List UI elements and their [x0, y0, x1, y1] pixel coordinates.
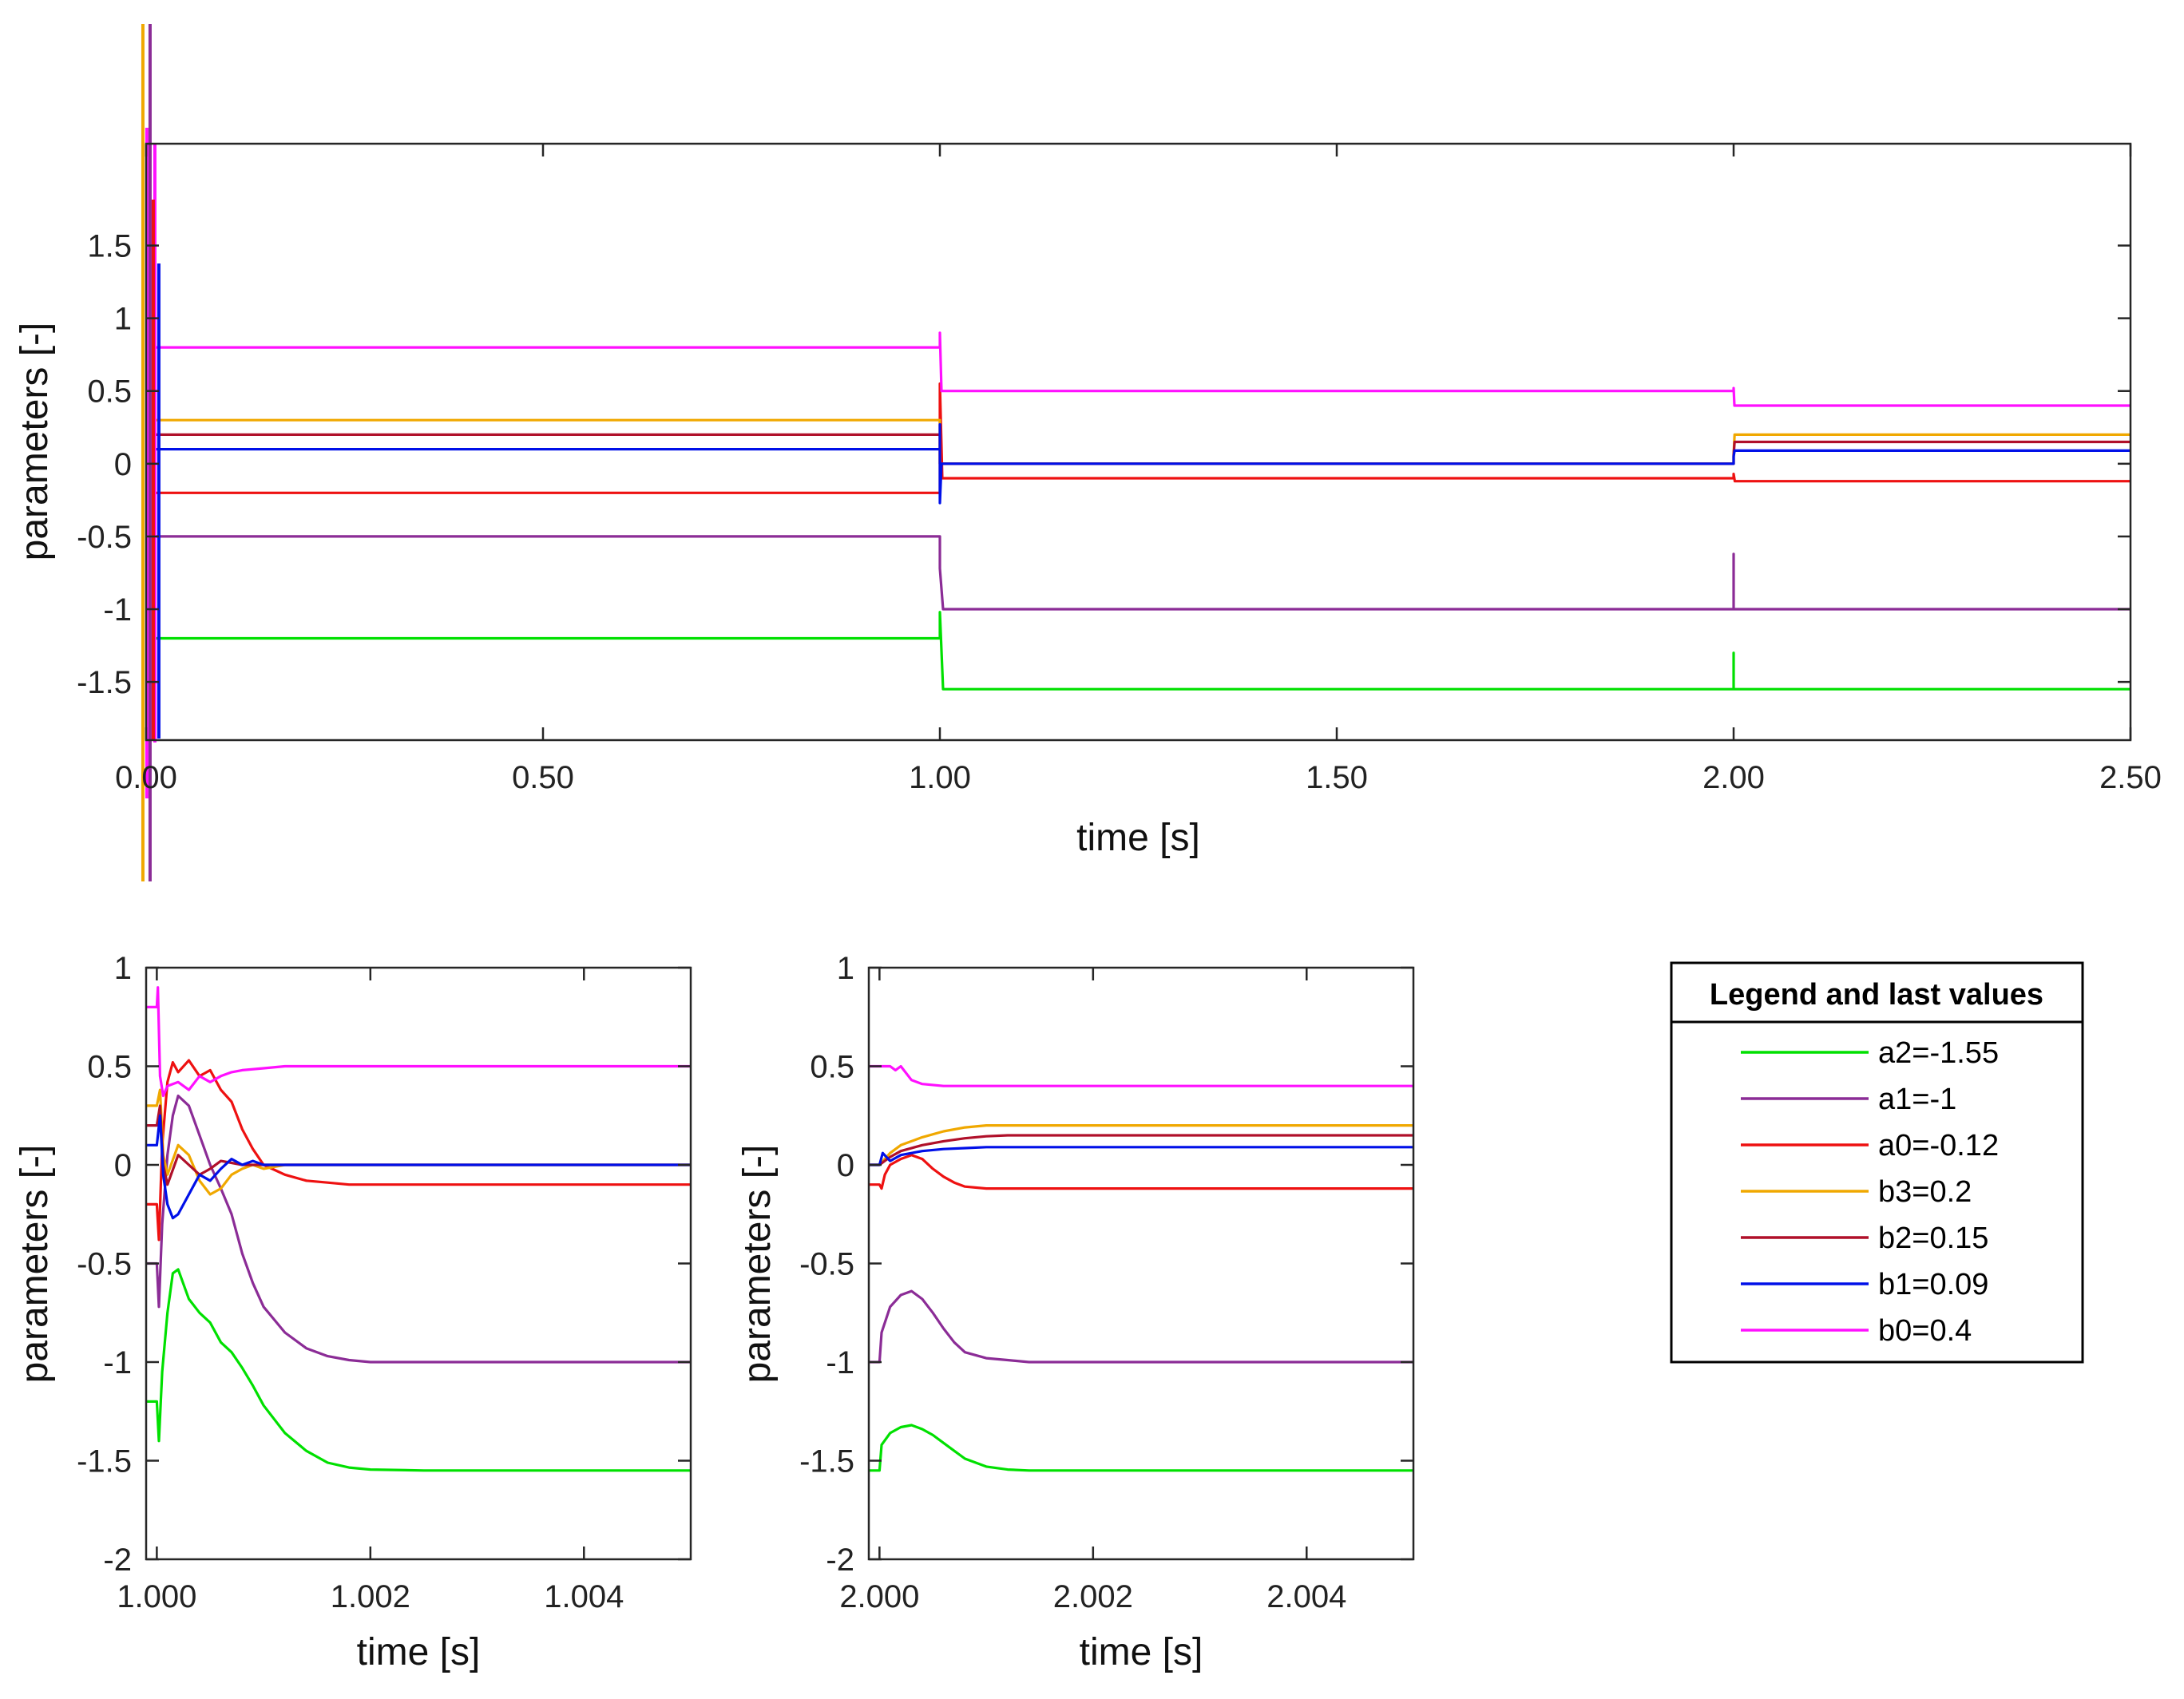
y-axis-label: parameters [-] — [736, 1145, 779, 1384]
series-line-b1 — [153, 422, 2130, 505]
series-line-a0 — [146, 1059, 691, 1242]
overview-chart: 0.00 0.50 1.00 1.50 2.00 2.50 -1.5 -1 -0.5 0 0.5 1 1… — [14, 24, 2162, 881]
legend-box: Legend and last values a2=-1.55 a1=-1 a0=-… — [1670, 961, 2084, 1364]
y-tick-label: -2 — [826, 1543, 854, 1578]
legend-title: Legend and last values — [1710, 978, 2043, 1012]
legend-entry-label: b3=0.2 — [1878, 1175, 1972, 1209]
y-tick-label: -1 — [826, 1345, 854, 1380]
series-line-a0 — [869, 1154, 1413, 1190]
y-tick-label: -1.5 — [77, 1444, 132, 1479]
legend-entry-label: a1=-1 — [1878, 1083, 1956, 1116]
x-tick-label: 1.004 — [544, 1579, 624, 1614]
x-tick-label: 1.50 — [1306, 760, 1368, 795]
x-axis-label: time [s] — [1076, 817, 1200, 859]
series-group — [153, 331, 2130, 691]
legend-entries: a2=-1.55 a1=-1 a0=-0.12 b3=0.2 b2=0.15 b1=0.0… — [1741, 1036, 1999, 1348]
series-group — [869, 1064, 1413, 1472]
series-line-a1 — [153, 535, 2130, 611]
legend-entry-label: b0=0.4 — [1878, 1314, 1972, 1348]
y-tick-label: 0 — [837, 1148, 854, 1183]
series-line-a1 — [869, 1289, 1413, 1364]
x-axis-label: time [s] — [1080, 1631, 1203, 1673]
series-group — [146, 986, 691, 1472]
y-tick-label: -0.5 — [799, 1247, 854, 1282]
series-line-b0 — [153, 331, 2130, 407]
legend-frame — [1670, 961, 2084, 1364]
y-tick-label: 1.5 — [87, 229, 132, 264]
y-tick-label: -1 — [103, 592, 132, 628]
x-tick-label: 2.00 — [1702, 760, 1765, 795]
y-tick-label: 1 — [114, 951, 132, 986]
y-axis-label: parameters [-] — [14, 323, 56, 561]
zoom-chart-switch-2: 2.000 2.002 2.004 -2 -1.5 -1 -0.5 0 0.5 1 time [s]… — [736, 951, 1415, 1673]
y-tick-label: 0.5 — [810, 1050, 854, 1085]
x-tick-label: 2.004 — [1266, 1579, 1346, 1614]
legend-entry-label: a2=-1.55 — [1878, 1036, 1999, 1070]
x-tick-label: 1.000 — [117, 1579, 196, 1614]
y-tick-label: -0.5 — [77, 520, 132, 555]
series-line-b1 — [146, 1114, 691, 1220]
x-axis-label: time [s] — [357, 1631, 481, 1673]
series-line-a2 — [153, 611, 2130, 691]
y-tick-label: -0.5 — [77, 1247, 132, 1282]
axes-frame — [145, 142, 2132, 742]
series-line-a2 — [146, 1268, 691, 1472]
plot-area — [869, 968, 1413, 1559]
y-tick-label: 0 — [114, 1148, 132, 1183]
zoom-chart-switch-1: 1.000 1.002 1.004 -2 -1.5 -1 -0.5 0 0.5 1 time [s]… — [14, 951, 692, 1673]
series-line-b3 — [869, 1123, 1413, 1166]
legend-entry-label: b2=0.15 — [1878, 1222, 1988, 1255]
x-tick-label: 2.002 — [1053, 1579, 1133, 1614]
y-axis-label: parameters [-] — [14, 1145, 56, 1384]
series-line-b0 — [869, 1064, 1413, 1087]
series-line-b1 — [869, 1146, 1413, 1166]
x-tick-label: 1.002 — [331, 1579, 410, 1614]
y-tick-label: -2 — [103, 1543, 132, 1578]
y-tick-label: 0.5 — [87, 374, 132, 410]
x-tick-label: 1.00 — [909, 760, 971, 795]
legend-entry-label: a0=-0.12 — [1878, 1129, 1999, 1162]
x-tick-label: 0.00 — [115, 760, 177, 795]
series-line-a2 — [869, 1424, 1413, 1472]
series-line-b0 — [146, 986, 691, 1098]
y-tick-label: 1 — [837, 951, 854, 986]
y-tick-label: 0 — [114, 447, 132, 482]
y-tick-label: 1 — [114, 302, 132, 337]
y-tick-label: 0.5 — [87, 1050, 132, 1085]
series-line-b2 — [869, 1134, 1413, 1166]
x-tick-label: 2.50 — [2099, 760, 2162, 795]
y-tick-label: -1.5 — [799, 1444, 854, 1479]
x-tick-label: 2.000 — [839, 1579, 919, 1614]
x-tick-label: 0.50 — [512, 760, 574, 795]
legend-entry-label: b1=0.09 — [1878, 1268, 1988, 1301]
y-tick-label: -1 — [103, 1345, 132, 1380]
y-tick-label: -1.5 — [77, 665, 132, 700]
